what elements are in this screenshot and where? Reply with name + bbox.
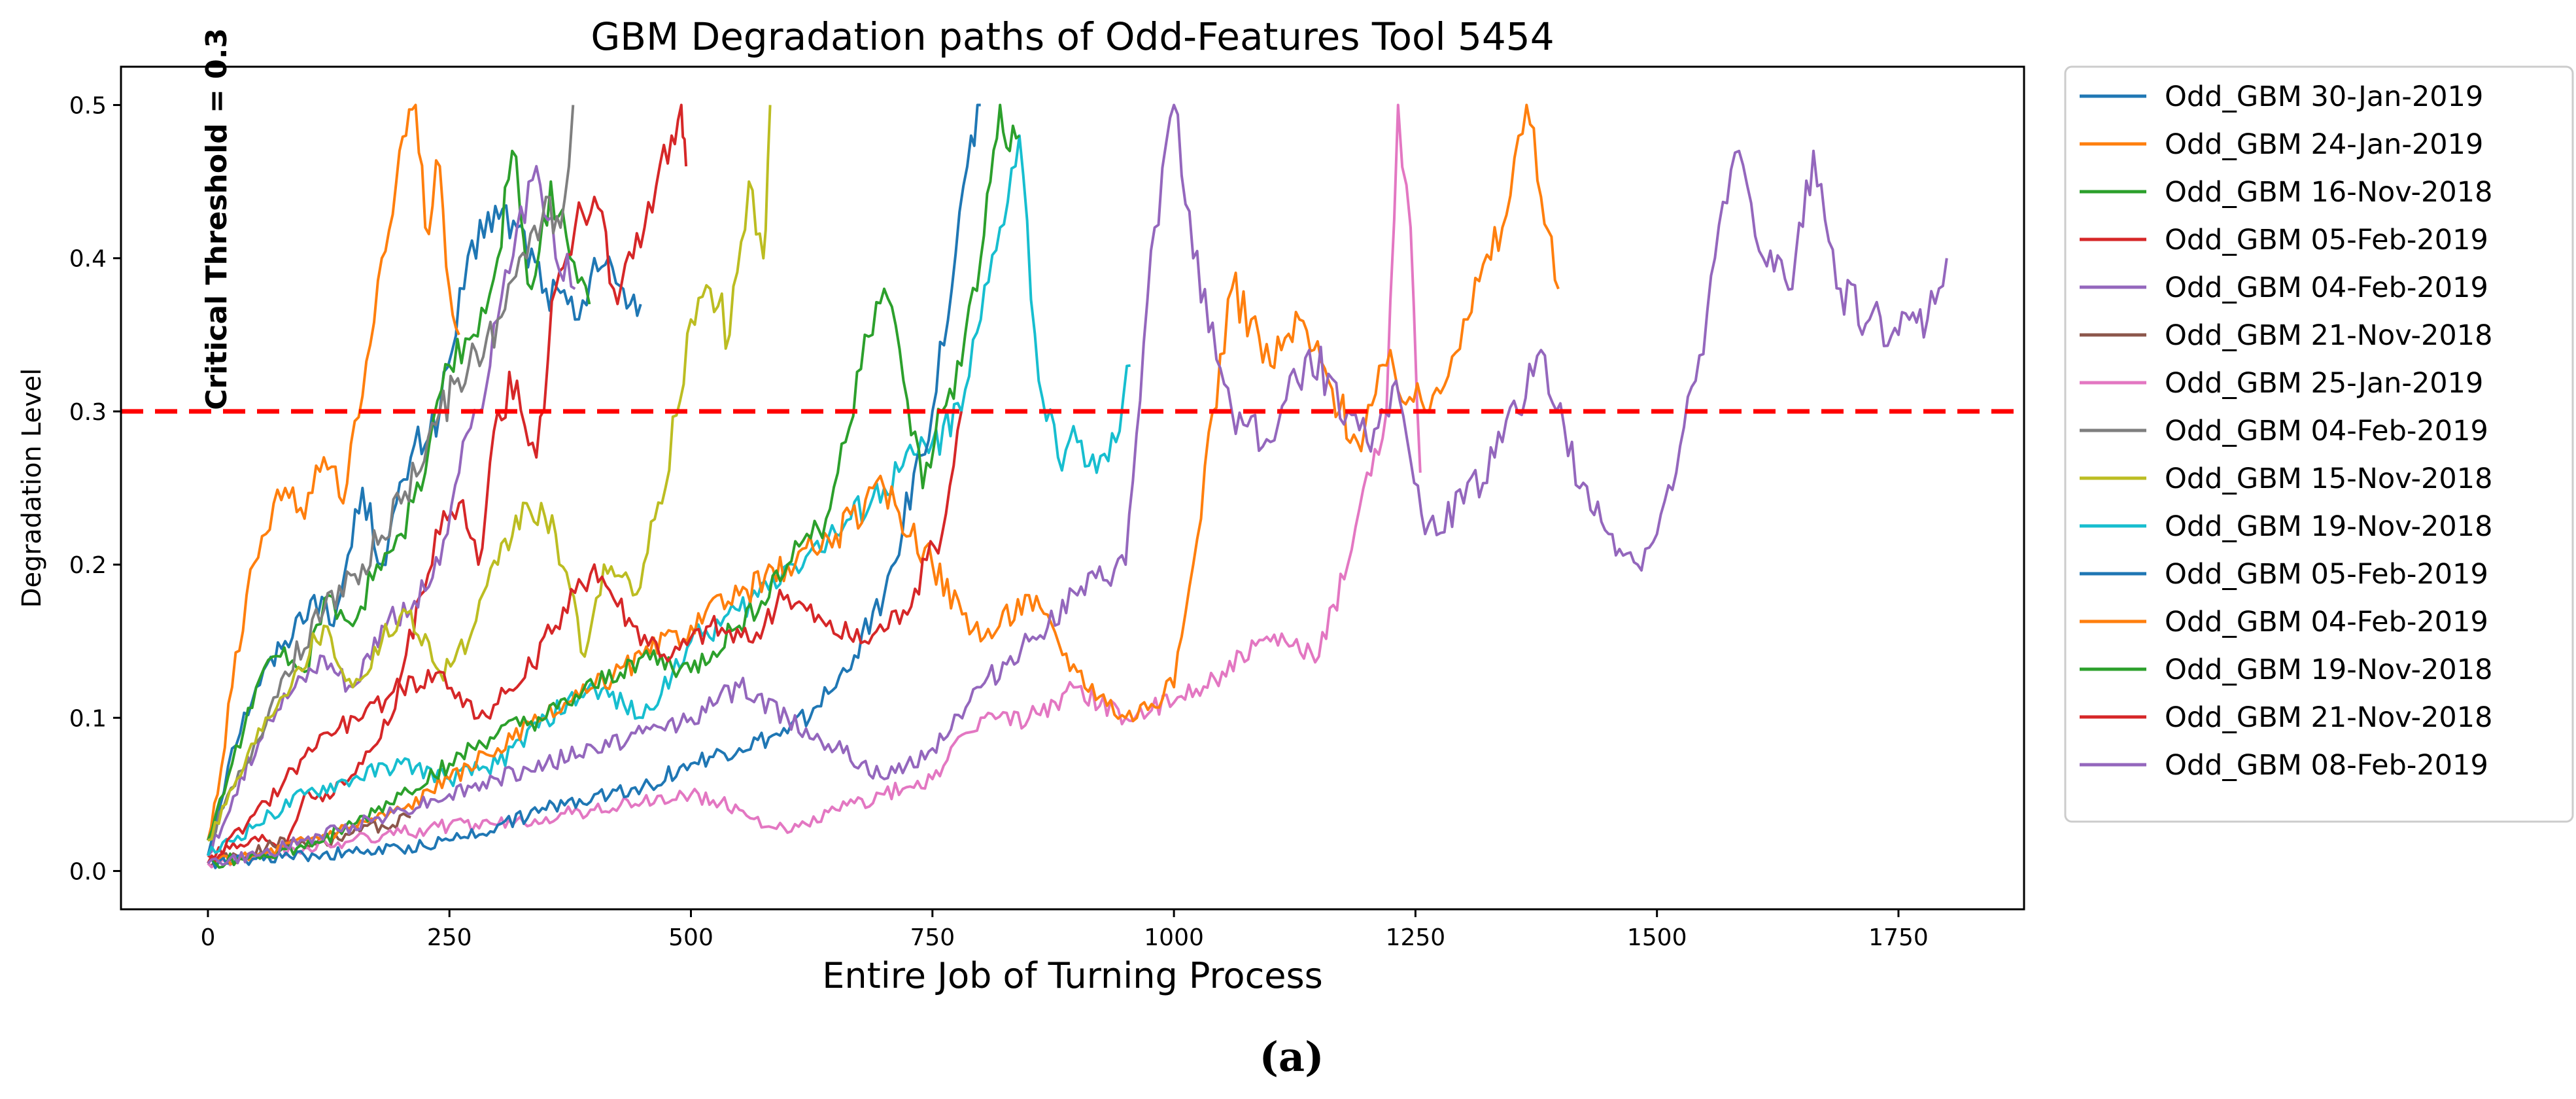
series-layer <box>206 103 1948 869</box>
y-tick-label: 0.3 <box>69 399 107 426</box>
series-line <box>207 103 981 869</box>
legend-entry: Odd_GBM 15-Nov-2018 <box>2165 462 2492 495</box>
series-line <box>207 134 1131 856</box>
legend-entry: Odd_GBM 04-Feb-2019 <box>2165 415 2488 447</box>
plot-frame <box>120 65 2025 911</box>
legend-entry: Odd_GBM 16-Nov-2018 <box>2165 176 2492 209</box>
x-tick-label: 1000 <box>1144 924 1204 951</box>
series-line <box>207 149 591 841</box>
series-line <box>207 103 1948 866</box>
x-tick-label: 250 <box>427 924 472 951</box>
x-tick-label: 1750 <box>1868 924 1929 951</box>
series-line <box>206 103 460 841</box>
x-tick-label: 1500 <box>1627 924 1687 951</box>
x-axis: 0 250 500 750 1000 1250 1500 1750 <box>200 909 1929 951</box>
legend-entry: Odd_GBM 04-Feb-2019 <box>2165 271 2488 304</box>
y-axis-label: Degradation Level <box>17 368 47 608</box>
threshold-label: Critical Threshold = 0.3 <box>200 28 233 410</box>
y-tick-label: 0.0 <box>69 858 107 885</box>
y-axis: 0.0 0.1 0.2 0.3 0.4 0.5 <box>69 93 121 885</box>
legend-entry: Odd_GBM 05-Feb-2019 <box>2165 224 2488 256</box>
series-line <box>207 105 575 842</box>
x-tick-label: 1250 <box>1386 924 1446 951</box>
series-line <box>207 103 1560 865</box>
legend: Odd_GBM 30-Jan-2019 Odd_GBM 24-Jan-2019 Od… <box>2064 65 2574 823</box>
legend-entry: Odd_GBM 30-Jan-2019 <box>2165 80 2483 113</box>
series-line <box>207 103 1422 869</box>
legend-entry: Odd_GBM 24-Jan-2019 <box>2165 128 2483 161</box>
legend-entry: Odd_GBM 19-Nov-2018 <box>2165 510 2492 543</box>
x-axis-label: Entire Job of Turning Process <box>822 955 1323 996</box>
x-tick-label: 0 <box>200 924 215 951</box>
figure-caption: (a) <box>1260 1033 1324 1081</box>
y-tick-label: 0.1 <box>69 705 107 732</box>
legend-entry: Odd_GBM 21-Nov-2018 <box>2165 319 2492 352</box>
x-tick-label: 750 <box>910 924 955 951</box>
series-line <box>207 411 963 864</box>
y-tick-label: 0.5 <box>69 93 107 120</box>
series-line <box>206 204 642 856</box>
legend-entry: Odd_GBM 25-Jan-2019 <box>2165 367 2483 400</box>
legend-entry: Odd_GBM 04-Feb-2019 <box>2165 606 2488 638</box>
legend-frame <box>2064 65 2574 823</box>
x-tick-label: 500 <box>668 924 713 951</box>
legend-entry: Odd_GBM 08-Feb-2019 <box>2165 749 2488 782</box>
chart-title: GBM Degradation paths of Odd-Features To… <box>591 14 1554 59</box>
y-tick-label: 0.2 <box>69 552 107 579</box>
legend-entry: Odd_GBM 19-Nov-2018 <box>2165 654 2492 686</box>
legend-entry: Odd_GBM 21-Nov-2018 <box>2165 701 2492 734</box>
y-tick-label: 0.4 <box>69 246 107 273</box>
legend-entry: Odd_GBM 05-Feb-2019 <box>2165 558 2488 591</box>
